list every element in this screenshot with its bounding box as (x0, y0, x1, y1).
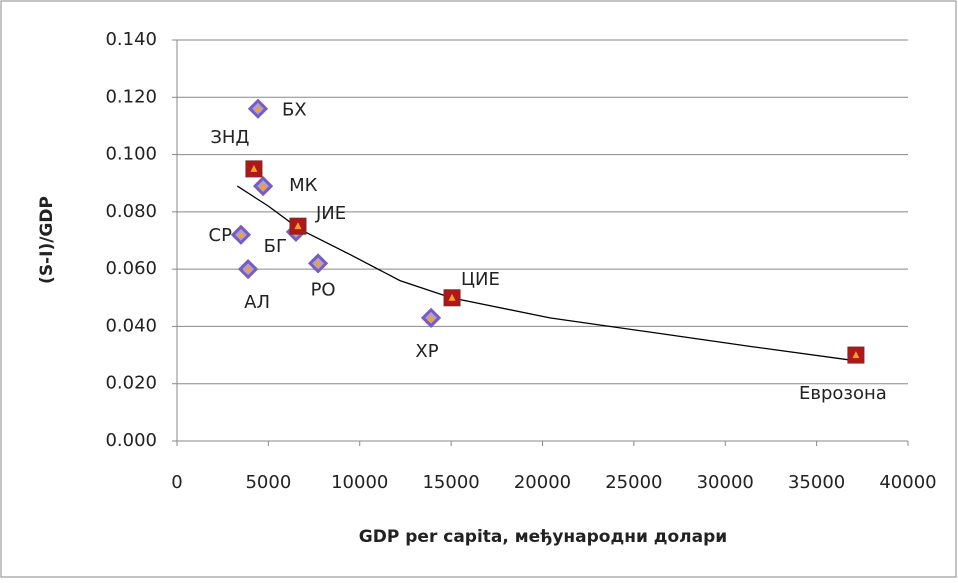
x-tick-label: 25000 (605, 472, 662, 493)
point-label: АЛ (244, 292, 270, 313)
y-tick-label: 0.100 (105, 144, 157, 165)
y-tick-label: 0.020 (105, 373, 157, 394)
point-label: ЈИЕ (315, 203, 346, 224)
x-tick-label: 10000 (331, 472, 388, 493)
x-tick-label: 5000 (245, 472, 291, 493)
x-tick-label: 35000 (788, 472, 845, 493)
trendline (236, 185, 857, 362)
x-tick-label: 30000 (697, 472, 754, 493)
marker-core (448, 293, 456, 301)
point-label: ЦИЕ (461, 269, 500, 290)
y-tick-label: 0.000 (105, 430, 157, 451)
y-axis-title: (S-I)/GDP (37, 196, 57, 284)
marker-core (427, 313, 435, 321)
y-tick-label: 0.120 (105, 86, 157, 107)
point-label: СР (209, 225, 233, 246)
x-axis-title: GDP per capita, међународни долари (359, 527, 727, 547)
marker-core (314, 259, 322, 267)
point-label: ХР (415, 341, 438, 362)
point-label: БХ (282, 100, 307, 121)
x-tick-label: 20000 (514, 472, 571, 493)
point-label: БГ (264, 236, 287, 257)
y-tick-label: 0.060 (105, 258, 157, 279)
marker-core (254, 104, 262, 112)
y-tick-label: 0.040 (105, 315, 157, 336)
marker-core (244, 265, 252, 273)
point-label: МК (289, 175, 318, 196)
point-label: РО (311, 279, 336, 300)
point-label: Еврозона (799, 383, 887, 404)
marker-core (259, 182, 267, 190)
marker-core (852, 351, 860, 359)
y-tick-label: 0.080 (105, 201, 157, 222)
x-tick-label: 0 (171, 472, 182, 493)
x-tick-label: 15000 (422, 472, 479, 493)
x-tick-label: 40000 (879, 472, 936, 493)
point-label: ЗНД (210, 127, 249, 148)
y-tick-label: 0.140 (105, 29, 157, 50)
marker-core (250, 164, 258, 172)
marker-core (237, 230, 245, 238)
marker-core (294, 222, 302, 230)
